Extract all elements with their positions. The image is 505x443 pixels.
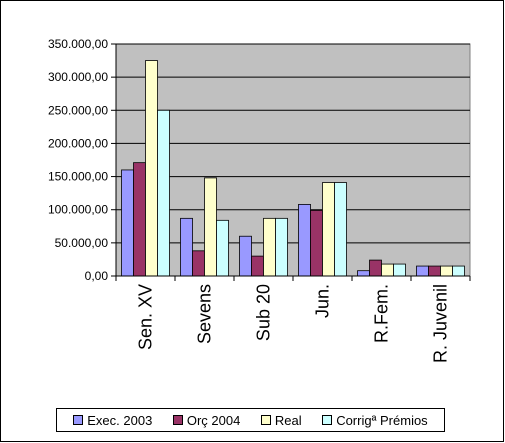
bar (322, 182, 335, 277)
bar (263, 217, 276, 277)
bar (145, 60, 158, 277)
bar (251, 255, 264, 277)
legend-label: Real (274, 412, 302, 428)
legend-swatch (172, 415, 183, 425)
bar (357, 270, 370, 277)
bar (310, 209, 323, 277)
legend-item-orc-2004: Orç 2004 (172, 412, 241, 428)
legend-swatch (260, 415, 271, 425)
y-tick-label: 150.000,00 (48, 170, 108, 184)
category-label: R. Juvenil (431, 284, 451, 363)
category-label: Sub 20 (254, 284, 274, 341)
legend-label: Exec. 2003 (87, 412, 153, 428)
bar (452, 265, 465, 277)
gridlines (116, 43, 470, 244)
y-tick-label: 300.000,00 (48, 70, 108, 84)
bar (275, 217, 288, 277)
bar (393, 263, 406, 277)
legend-label: Corrigª Prémios (336, 412, 428, 428)
bar (381, 263, 394, 277)
legend-label: Orç 2004 (186, 412, 241, 428)
legend-swatch (322, 415, 333, 425)
bar (239, 235, 252, 277)
y-tick-label: 350.000,00 (48, 37, 108, 51)
legend-swatch (73, 415, 84, 425)
bars (121, 60, 465, 277)
category-label: R.Fem. (372, 284, 392, 343)
plot-area (115, 43, 471, 277)
y-tick-label: 200.000,00 (48, 136, 108, 150)
bar (180, 217, 193, 277)
bar (204, 177, 217, 277)
legend-item-corrig-premios: Corrigª Prémios (322, 413, 428, 428)
bar (133, 162, 146, 277)
bar (334, 182, 347, 277)
legend-item-real: Real (260, 412, 302, 428)
y-tick-label: 100.000,00 (48, 203, 108, 217)
y-tick-label: 0,00 (85, 269, 109, 283)
y-tick-label: 250.000,00 (48, 103, 108, 117)
bar (298, 204, 311, 277)
bar (440, 265, 453, 277)
bar (216, 219, 229, 277)
bar (428, 265, 441, 277)
bar (369, 259, 382, 277)
category-label: Jun. (313, 284, 333, 318)
bar (121, 169, 134, 277)
bar (416, 265, 429, 277)
y-tick-label: 50.000,00 (55, 236, 109, 250)
x-axis: Sen. XV Sevens Sub 20 Jun. R.Fem. R. Juvenil (115, 275, 471, 363)
category-label: Sevens (195, 284, 215, 344)
category-label: Sen. XV (136, 284, 156, 350)
bar (157, 109, 170, 277)
legend-item-exec-2003: Exec. 2003 (73, 413, 152, 428)
legend: Exec. 2003 Orç 2004 Real Corrigª Prémios (56, 408, 445, 432)
bar (192, 250, 205, 277)
y-axis: 0,00 50.000,00 100.000,00 150.000,00 200.000… (48, 37, 117, 283)
